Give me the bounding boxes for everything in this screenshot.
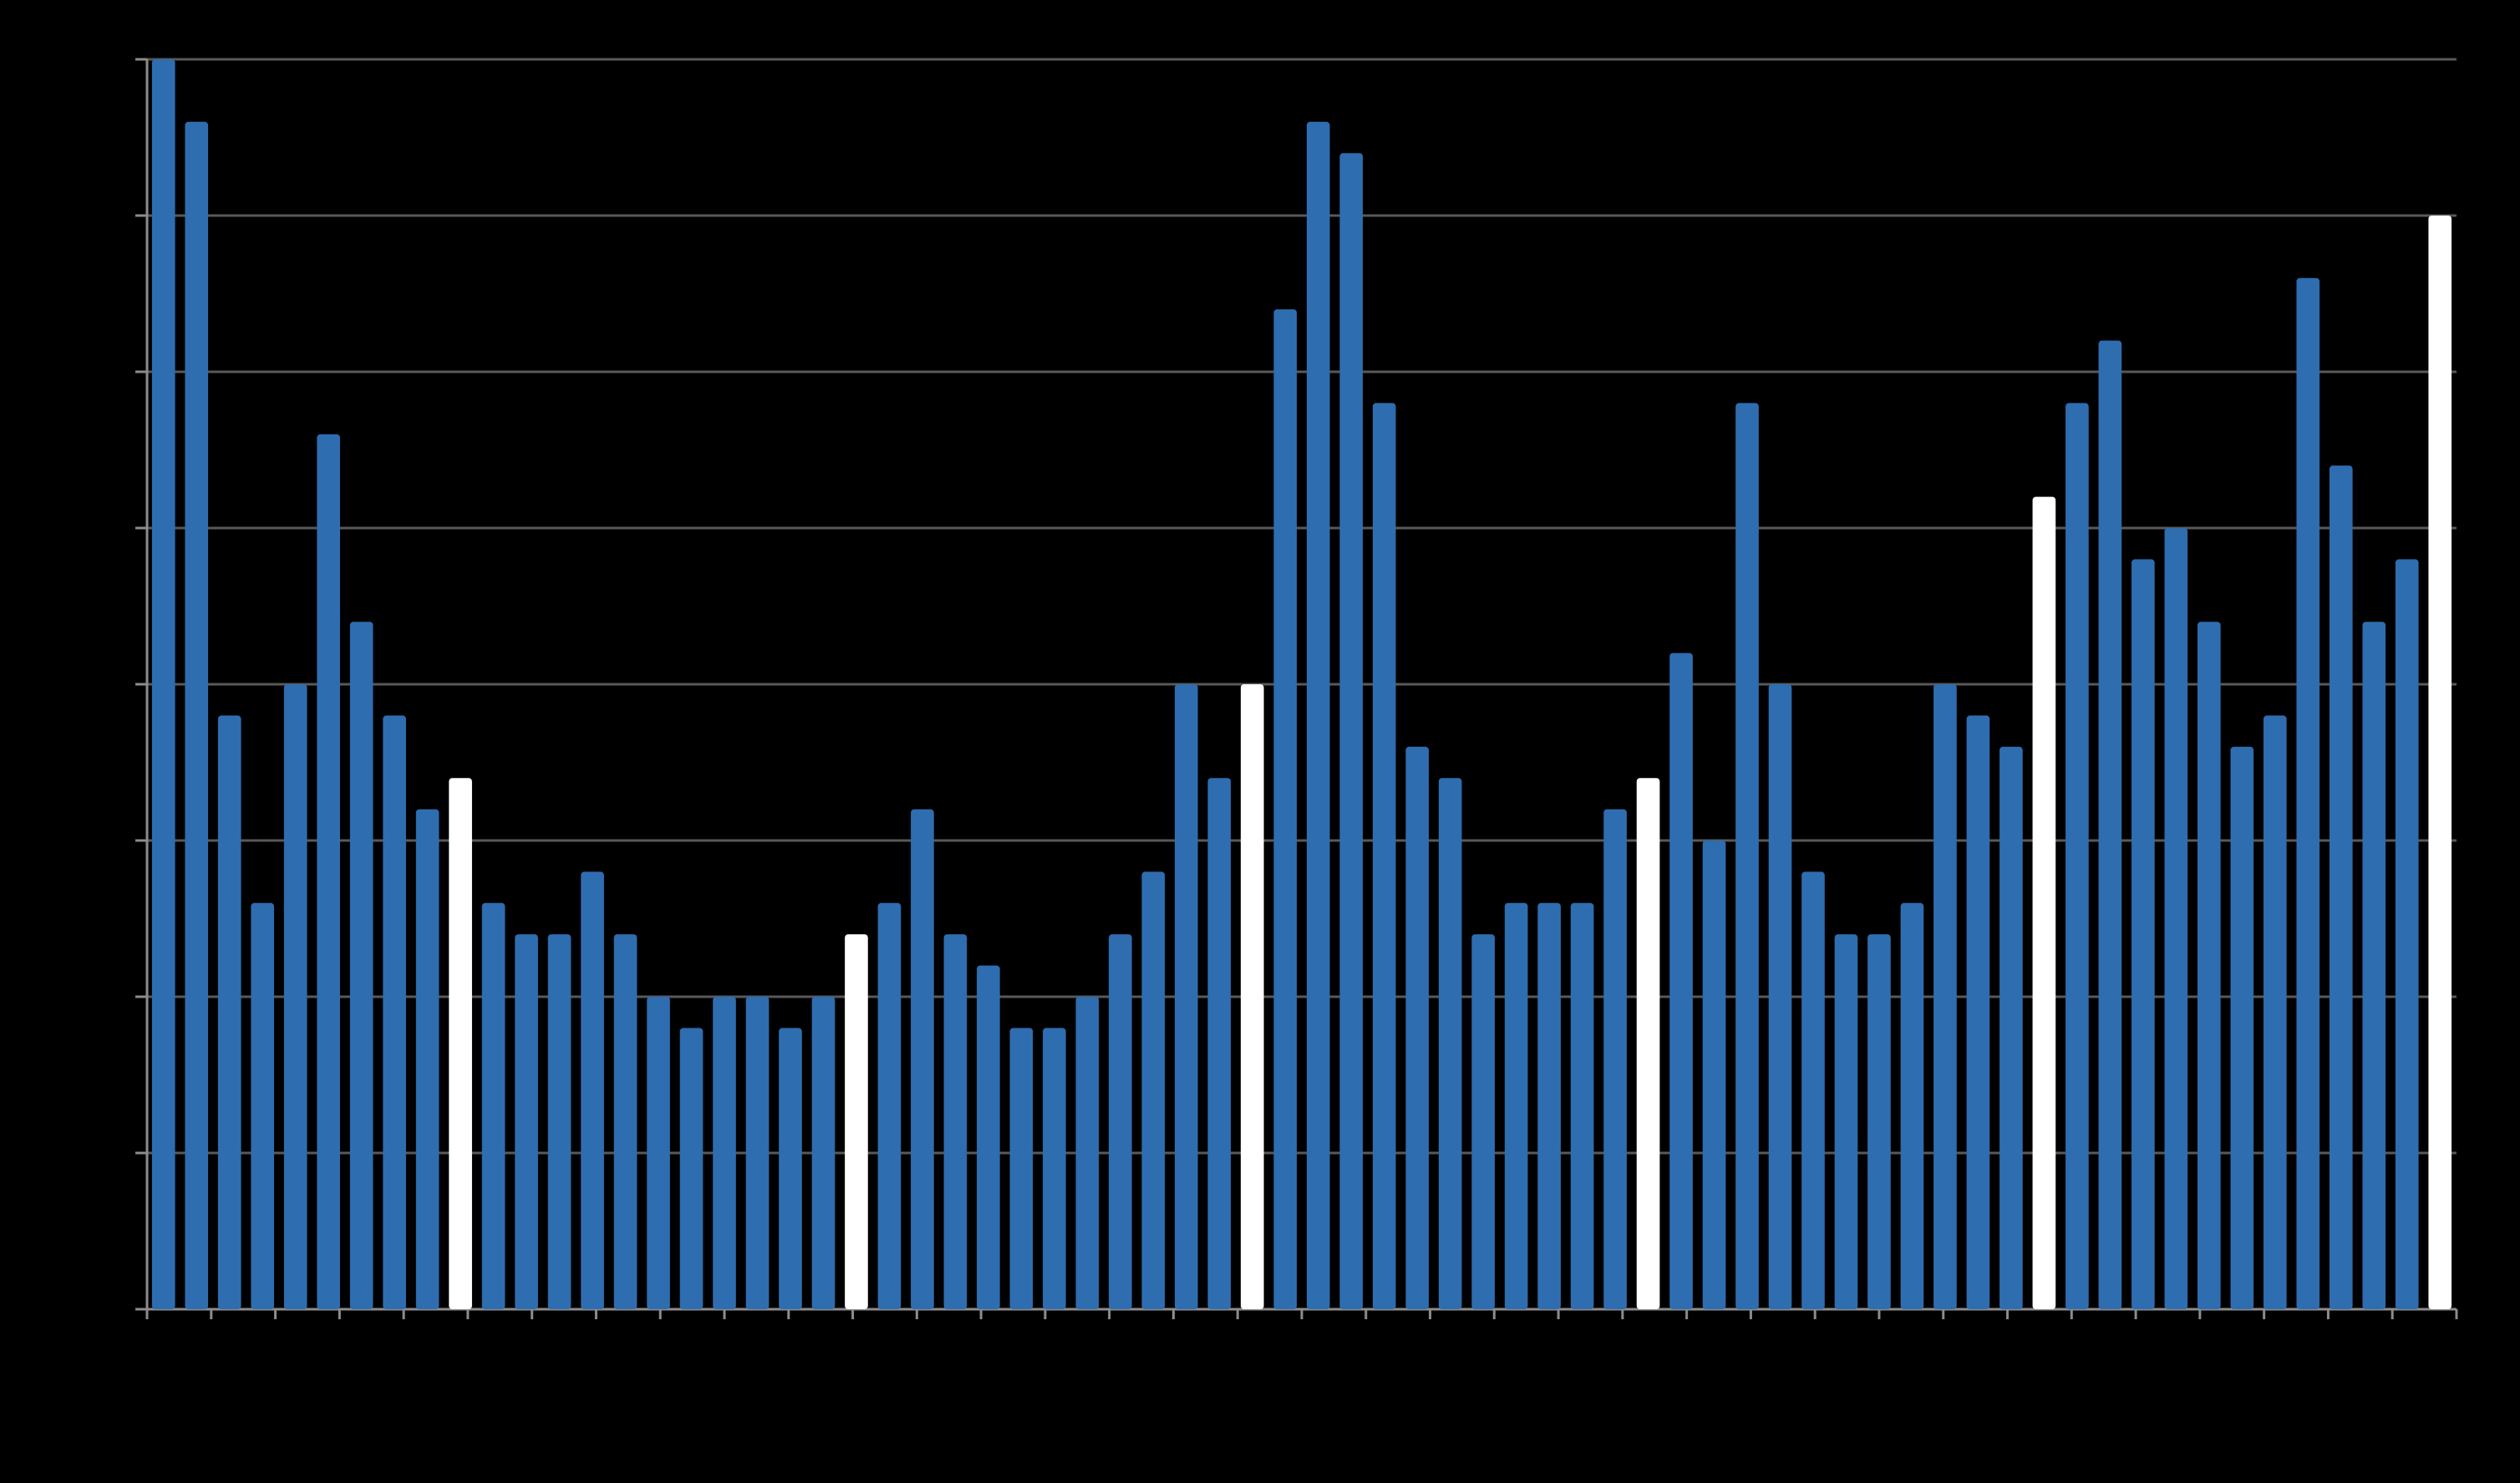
bar (1339, 153, 1364, 1310)
bar (977, 965, 1000, 1309)
bar (1669, 653, 1693, 1309)
bar (1735, 403, 1759, 1309)
bar (811, 997, 836, 1309)
bar (383, 715, 406, 1309)
bar-highlighted (1636, 778, 1660, 1309)
bar-highlighted (2428, 216, 2452, 1309)
bar (647, 997, 670, 1309)
bar (1043, 1028, 1066, 1309)
bar (745, 997, 770, 1309)
bar (1966, 715, 1990, 1309)
bar (679, 1028, 704, 1309)
bar (2263, 715, 2287, 1309)
bar (1207, 778, 1232, 1309)
bar (1834, 934, 1858, 1309)
bar (1438, 778, 1462, 1309)
bar (1405, 746, 1430, 1309)
bar (2065, 403, 2089, 1309)
bar (877, 902, 902, 1309)
bar (1009, 1028, 1034, 1309)
bar (1801, 871, 1825, 1309)
bar (1273, 309, 1298, 1310)
bar (349, 622, 373, 1309)
bar-highlighted (449, 778, 472, 1309)
bar (713, 997, 736, 1309)
bar (1900, 902, 1924, 1309)
bar (2230, 746, 2254, 1309)
bar (1075, 997, 1100, 1309)
bar (217, 715, 241, 1309)
bar (1372, 403, 1396, 1309)
bar (317, 434, 340, 1309)
bar (2098, 340, 2122, 1310)
bar (2164, 528, 2188, 1309)
bar (943, 934, 968, 1309)
bar (2395, 559, 2419, 1309)
bar (1537, 902, 1561, 1309)
bar (2329, 465, 2353, 1309)
bar (779, 1028, 802, 1309)
bar (1109, 934, 1132, 1309)
bar (1174, 684, 1198, 1309)
bar-highlighted (2032, 496, 2056, 1309)
bar-highlighted (1240, 684, 1264, 1309)
bar (1933, 684, 1957, 1309)
bar (283, 684, 307, 1309)
bar (1141, 871, 1166, 1309)
bar (185, 121, 209, 1309)
bar (1471, 934, 1495, 1309)
bar (1999, 746, 2023, 1309)
bar (613, 934, 638, 1309)
bar-highlighted (845, 934, 868, 1309)
bar (515, 934, 538, 1309)
bar (2197, 622, 2221, 1309)
bar (251, 902, 275, 1309)
bar (1570, 902, 1594, 1309)
bar (2296, 277, 2320, 1309)
bar (547, 934, 572, 1309)
bar (481, 902, 506, 1309)
bar (1867, 934, 1891, 1309)
bar (415, 809, 439, 1309)
bar (911, 809, 934, 1309)
bar (2362, 622, 2386, 1309)
bar (1702, 841, 1726, 1309)
bar (2131, 559, 2155, 1309)
bar (1306, 121, 1330, 1309)
bar (1603, 809, 1627, 1309)
bar (1504, 902, 1528, 1309)
bar (1768, 684, 1792, 1309)
bar (581, 871, 604, 1309)
bar (151, 59, 175, 1309)
